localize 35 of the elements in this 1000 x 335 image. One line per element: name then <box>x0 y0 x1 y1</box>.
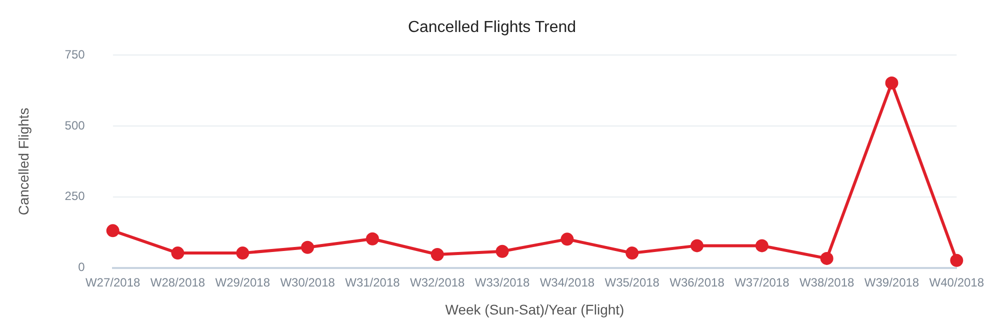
x-tick-label: W33/2018 <box>474 275 530 290</box>
point <box>301 240 314 254</box>
point <box>236 246 250 260</box>
x-tick-label: W31/2018 <box>345 275 400 290</box>
x-tick-label: W28/2018 <box>150 275 206 290</box>
x-tick-label: W37/2018 <box>734 275 790 290</box>
point <box>106 224 120 238</box>
point <box>171 246 184 260</box>
point <box>626 246 639 260</box>
x-tick-label: W36/2018 <box>670 275 725 290</box>
x-tick-label: W40/2018 <box>929 275 984 290</box>
x-tick-label: W39/2018 <box>864 275 920 290</box>
chart-title: Cancelled Flights Trend <box>408 19 576 36</box>
x-tick-label: W27/2018 <box>85 275 140 290</box>
x-tick-label: W35/2018 <box>604 275 660 290</box>
x-tick-label: W34/2018 <box>540 275 595 290</box>
point <box>366 232 379 246</box>
point <box>950 254 964 267</box>
y-axis-title: Cancelled Flights <box>15 108 32 216</box>
x-tick-label: W30/2018 <box>280 275 336 290</box>
y-tick-label: 250 <box>64 189 86 204</box>
point <box>690 239 704 252</box>
point <box>560 232 574 246</box>
y-tick-label: 500 <box>64 118 86 132</box>
point <box>496 244 509 258</box>
y-tick-label: 750 <box>64 48 86 62</box>
x-tick-label: W38/2018 <box>799 275 855 290</box>
point <box>820 252 834 265</box>
y-tick-label: 0 <box>78 260 86 274</box>
point <box>885 76 898 90</box>
x-tick-label: W29/2018 <box>215 275 270 290</box>
x-tick-label: W32/2018 <box>410 275 466 290</box>
point <box>430 248 444 261</box>
point <box>755 239 768 252</box>
x-axis-title: Week (Sun-Sat)/Year (Flight) <box>445 301 624 318</box>
